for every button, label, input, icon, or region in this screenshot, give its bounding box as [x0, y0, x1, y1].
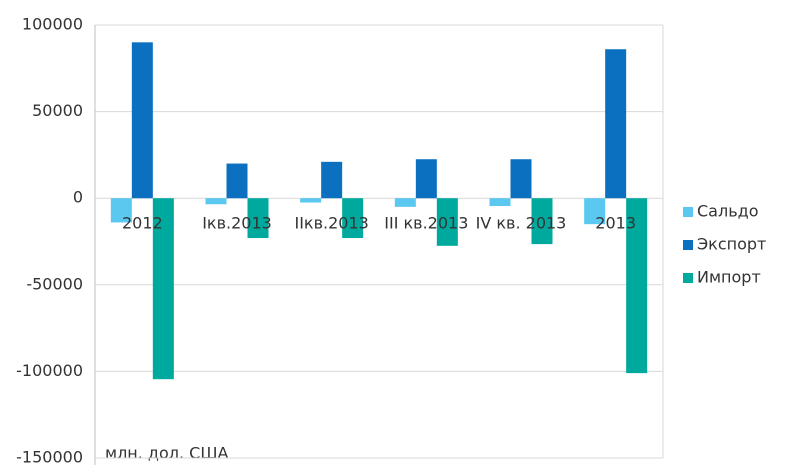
x-tick-label: IIкв.2013 [294, 214, 368, 233]
y-tick-label: 0 [73, 188, 83, 207]
x-tick-label: III кв.2013 [384, 214, 468, 233]
bar [436, 198, 458, 246]
x-tick-label: 2012 [122, 214, 163, 233]
y-tick-label: -150000 [16, 448, 83, 465]
bar [531, 198, 553, 245]
legend-swatch [683, 273, 693, 283]
bar [110, 198, 132, 223]
x-tick-label: 2013 [595, 214, 636, 233]
bar [342, 198, 364, 239]
bar [131, 42, 153, 199]
bar [626, 198, 648, 374]
bar [321, 161, 343, 199]
bar [394, 198, 416, 207]
bar [205, 198, 227, 205]
legend-label: Импорт [697, 268, 761, 287]
bar [415, 159, 437, 199]
axis-label: млн. дол. США [105, 444, 228, 463]
bar [226, 163, 248, 199]
y-tick-label: 50000 [32, 101, 83, 120]
x-tick-label: IV кв. 2013 [476, 214, 567, 233]
legend-label: Экспорт [697, 235, 766, 254]
legend-swatch [683, 207, 693, 217]
legend-swatch [683, 240, 693, 250]
bar [510, 159, 532, 199]
y-tick-label: 100000 [22, 15, 83, 34]
bar [152, 198, 174, 380]
y-tick-label: -50000 [26, 274, 83, 293]
bar [605, 49, 627, 199]
bar [584, 198, 606, 225]
bar [489, 198, 511, 206]
y-tick-label: -100000 [16, 361, 83, 380]
bar [247, 198, 269, 239]
x-tick-label: Iкв.2013 [202, 214, 272, 233]
bar [300, 198, 322, 203]
legend-label: Сальдо [697, 202, 758, 221]
